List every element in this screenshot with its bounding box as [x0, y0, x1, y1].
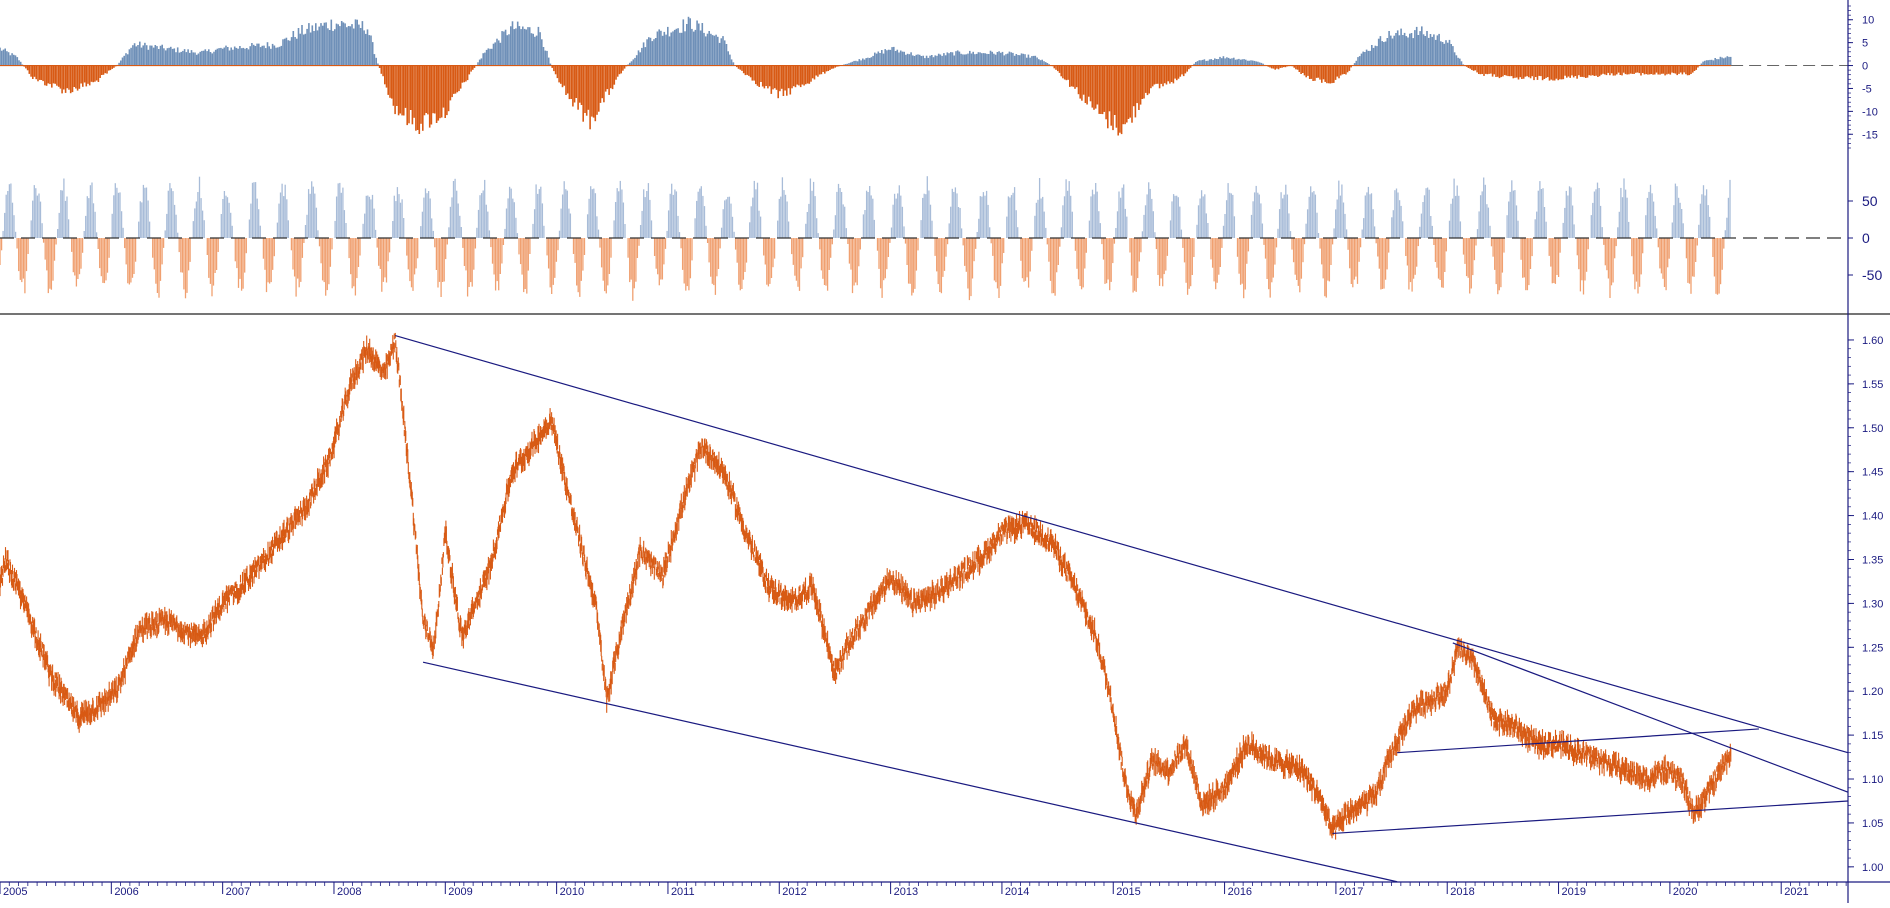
momentum-tick-label: 5	[1862, 38, 1868, 50]
momentum-tick-label: -15	[1862, 129, 1878, 141]
oscillator-panel: 50 0 -50	[0, 176, 1890, 314]
oscillator-tick-label: 50	[1862, 193, 1878, 209]
momentum-tick-label: -5	[1862, 83, 1872, 95]
momentum-tick-label: 0	[1862, 61, 1868, 73]
momentum-tick-label: 10	[1862, 15, 1874, 27]
momentum-tick-label: -10	[1862, 106, 1878, 118]
oscillator-tick-label: 0	[1862, 230, 1870, 246]
oscillator-tick-label: -50	[1862, 267, 1882, 283]
momentum-panel: 10 5 0 -5 -10 -15	[0, 6, 1878, 148]
price-panel: 1.601.551.501.451.401.351.301.251.201.15…	[0, 333, 1883, 882]
